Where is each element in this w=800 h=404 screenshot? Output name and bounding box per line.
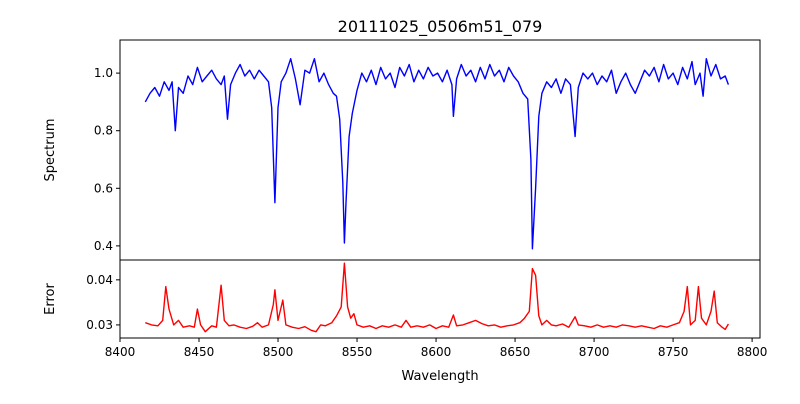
spectrum-axes-frame (119, 39, 761, 261)
error-x-tick-label: 8800 (737, 345, 768, 359)
spectrum-y-tick-label: 0.6 (94, 181, 113, 195)
error-x-tick-label: 8600 (421, 345, 452, 359)
spectrum-y-tick-label: 1.0 (94, 66, 113, 80)
error-x-tick-label: 8500 (263, 345, 294, 359)
error-x-tick-label: 8400 (105, 345, 136, 359)
error-x-tick-label: 8650 (500, 345, 531, 359)
spectrum-panel: 0.4 0.6 0.8 1.0 (94, 39, 761, 261)
error-series-line (145, 262, 730, 333)
error-panel: 0.03 0.04 8400 8450 8500 8550 8600 8650 8700 8750… (86, 259, 768, 359)
error-axes-frame (119, 259, 761, 339)
error-x-tick-label: 8700 (579, 345, 610, 359)
error-x-tick-label: 8750 (658, 345, 689, 359)
error-y-tick-label: 0.03 (86, 318, 113, 332)
spectrum-series-line (144, 58, 730, 250)
error-x-tick-label: 8450 (184, 345, 215, 359)
spectrum-y-tick-label: 0.4 (94, 239, 113, 253)
x-axis-label: Wavelength (401, 369, 478, 384)
error-y-tick-label: 0.04 (86, 273, 113, 287)
bottom-y-axis-label: Error (43, 283, 58, 315)
top-y-axis-label: Spectrum (43, 119, 58, 182)
chart-title: 20111025_0506m51_079 (338, 17, 543, 37)
spectrum-y-tick-label: 0.8 (94, 124, 113, 138)
error-x-tick-label: 8550 (342, 345, 373, 359)
